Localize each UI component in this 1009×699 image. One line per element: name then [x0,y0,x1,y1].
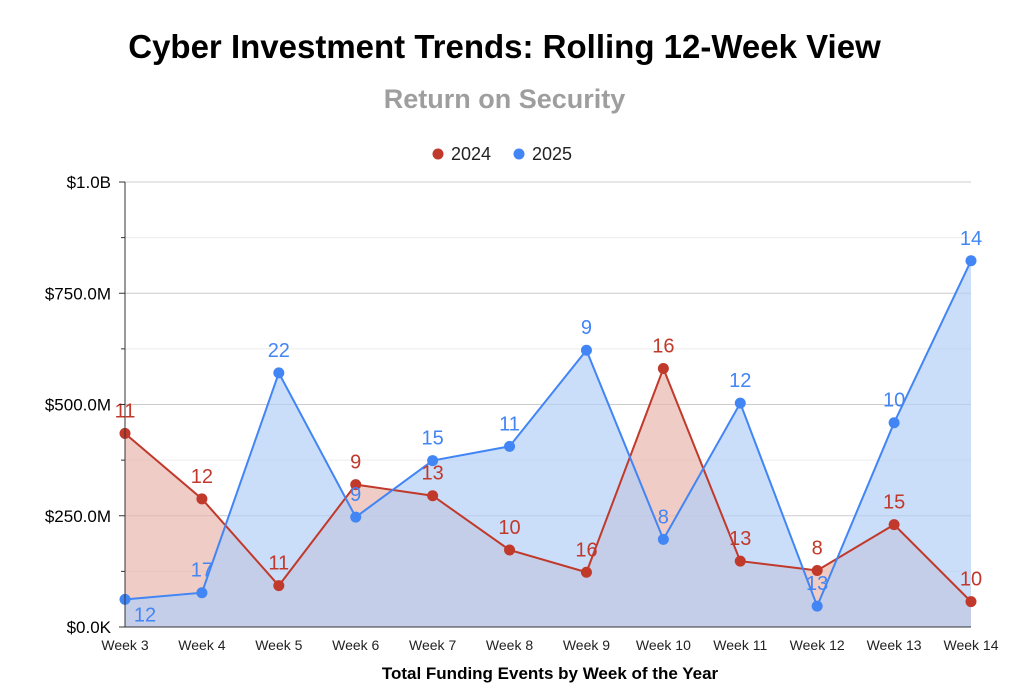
legend: 2024 2025 [432,144,572,164]
series-2024-point [273,580,285,592]
series-2025-data-label: 12 [729,370,751,392]
series-2025-data-label: 9 [350,484,361,506]
x-tick-label: Week 5 [255,637,302,653]
series-2025-data-label: 17 [191,560,213,582]
series-2024-data-label: 10 [960,569,982,591]
legend-label-2024: 2024 [451,144,491,164]
series-2024-data-label: 16 [575,539,597,561]
series-2024-data-label: 10 [498,517,520,539]
x-tick-label: Week 3 [101,637,148,653]
series-lines [124,260,972,609]
legend-marker-2025 [513,148,525,160]
series-areas [125,260,971,627]
series-2024-point [196,493,208,505]
series-2025-data-label: 9 [581,317,592,339]
series-2024-point [580,566,592,578]
series-2025-point [965,255,977,267]
series-2024-data-label: 9 [350,452,361,474]
series-2024-point [504,544,516,556]
x-tick-label: Week 4 [178,637,225,653]
series-2024-point [888,519,900,531]
x-tick-label: Week 9 [563,637,610,653]
series-2024-point [350,479,362,491]
x-tick-label: Week 8 [486,637,533,653]
legend-label-2025: 2025 [532,144,572,164]
series-2024-data-label: 12 [191,466,213,488]
x-tick-label: Week 12 [790,637,845,653]
series-2025-line [124,260,972,609]
series-2024-data-label: 15 [883,492,905,514]
x-tick-label: Week 7 [409,637,456,653]
legend-marker-2024 [432,148,444,160]
series-2024-line [124,365,972,603]
series-2024-data-label: 13 [422,463,444,485]
series-2025-point [350,511,362,523]
x-tick-label: Week 11 [713,637,767,653]
series-2024-data-label: 13 [729,528,751,550]
chart-subtitle: Return on Security [383,84,626,114]
axes: $0.0K $250.0M $500.0M $750.0M $1.0B Week 3 Wee… [45,173,999,653]
series-2024-data-label: 8 [812,537,823,559]
series-points [119,255,977,612]
series-2025-point [580,344,592,356]
series-2024-data-label: 11 [268,553,289,575]
x-tick-label: Week 6 [332,637,379,653]
series-2025-point [504,440,516,452]
series-2025-point [888,417,900,429]
y-tick-label: $0.0K [67,618,112,637]
series-2025-point [196,587,208,599]
y-tick-label: $1.0B [67,173,111,192]
x-tick-label: Week 13 [867,637,922,653]
x-tick-label: Week 14 [944,637,999,653]
series-2025-data-label: 12 [134,604,156,626]
x-tick-label: Week 10 [636,637,691,653]
series-2025-data-label: 10 [883,390,905,412]
series-2025-data-label: 11 [499,413,520,435]
chart-title: Cyber Investment Trends: Rolling 12-Week… [128,28,881,65]
series-2025-data-label: 8 [658,506,669,528]
y-tick-label: $750.0M [45,284,111,303]
series-2025-data-label: 22 [268,340,290,362]
series-2024-data-label: 16 [652,335,674,357]
series-2024-point [657,362,669,374]
series-2025-data-label: 15 [422,428,444,450]
series-2024-point [734,555,746,567]
series-2025-point [657,533,669,545]
series-2024-point [811,564,823,576]
y-tick-label: $500.0M [45,396,111,415]
series-2025-data-label: 14 [960,228,982,250]
series-2025-point [811,600,823,612]
series-2025-point [427,455,439,467]
y-tick-label: $250.0M [45,507,111,526]
series-2024-point [965,596,977,608]
series-2024-point [427,490,439,502]
x-axis-title: Total Funding Events by Week of the Year [382,664,719,683]
series-2025-data-label: 13 [806,573,828,595]
series-2025-area [125,260,971,627]
series-2025-point [734,397,746,409]
series-2025-point [273,367,285,379]
